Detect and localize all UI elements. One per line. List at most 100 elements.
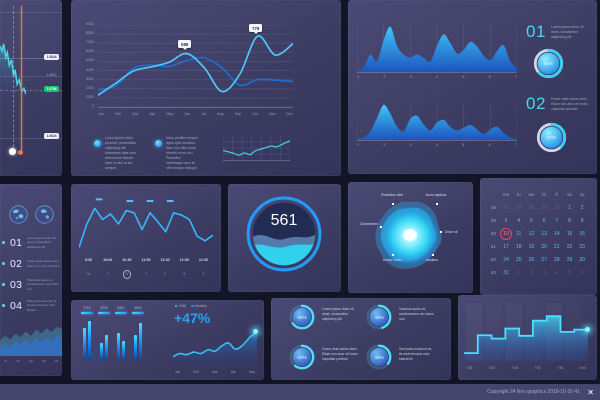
calendar-cell[interactable]: 30 — [579, 256, 585, 263]
calendar-cell[interactable]: 4 — [517, 217, 521, 224]
calendar-cell[interactable]: 24 — [503, 256, 509, 263]
calendar-cell[interactable]: 10 — [500, 227, 513, 240]
calendar-cell[interactable]: 4 — [555, 269, 559, 276]
x-tick-label: 8:00 — [579, 366, 586, 370]
calendar-cell[interactable]: th — [542, 191, 546, 197]
panel-donut: 561 — [228, 184, 341, 292]
panel-rings: 65% Lorem ipsum dolor sit amet, consecte… — [271, 298, 451, 380]
calendar-cell[interactable]: 3 — [504, 217, 508, 224]
calendar-cell[interactable]: 48 — [490, 204, 496, 210]
y-tick-label: 4000 — [86, 67, 94, 72]
calendar-cell[interactable]: we — [528, 191, 535, 197]
calendar-cell[interactable]: mo — [502, 191, 510, 197]
calendar-cell[interactable]: 28 — [528, 204, 535, 211]
list-item[interactable]: 01 Lorem ipsum dolor sit amet, consectet… — [0, 232, 62, 253]
x-tick-label: 6 — [488, 143, 491, 147]
calendar-cell[interactable]: 25 — [515, 256, 522, 263]
calendar-cell[interactable]: 26 — [528, 256, 535, 263]
calendar-cell[interactable]: 5 — [530, 217, 533, 224]
x-tick-label: 2 — [383, 75, 386, 79]
calendar-cell[interactable]: 21 — [554, 243, 560, 250]
calendar-cell[interactable]: 22 — [566, 243, 573, 250]
x-tick-label: 5 — [462, 75, 465, 79]
calendar-cell[interactable]: 29 — [566, 256, 573, 263]
calendar-cell[interactable]: 1 — [568, 204, 571, 211]
time-label: 11:00 — [141, 258, 151, 262]
calendar-cell[interactable]: 28 — [554, 256, 560, 263]
day-label: F — [164, 272, 167, 276]
gauge-percent-label: 37% — [546, 135, 557, 140]
calendar-cell[interactable]: 2 — [530, 269, 533, 276]
calendar-cell[interactable]: 26 — [503, 204, 509, 211]
x-tick[interactable]: 11:00 T — [136, 258, 155, 280]
growth-legend: 2018 Monthly — [175, 304, 207, 308]
marker-dot — [440, 231, 442, 233]
calendar-cell[interactable]: 17 — [503, 243, 509, 250]
calendar-cell[interactable]: 19 — [528, 243, 535, 250]
calendar-cell[interactable]: 50 — [490, 230, 496, 236]
calendar-cell[interactable]: 14 — [554, 230, 560, 237]
left-x-axis: 01 02 03 04 05 — [4, 359, 58, 363]
calendar-cell[interactable]: 7 — [555, 217, 559, 224]
growth-percent: +47% — [174, 310, 211, 326]
calendar-cell[interactable]: 18 — [515, 243, 522, 250]
calendar-cell[interactable]: 3 — [542, 269, 546, 276]
calendar-cell[interactable]: sa — [567, 191, 572, 197]
calendar-cell[interactable]: 12 — [528, 230, 535, 237]
x-tick[interactable]: 12:30 S — [194, 258, 213, 280]
calendar-cell[interactable]: 9 — [580, 217, 584, 224]
legend-label: 2018 — [178, 304, 187, 308]
x-tick-label: Jun — [184, 112, 191, 116]
y-tick-label: 3000 — [86, 76, 94, 81]
calendar-cell[interactable]: 20 — [541, 243, 547, 250]
list-item[interactable]: 04 Sed porta euismod mi, sit amet tempus… — [0, 295, 62, 316]
ring-text: Fusce vitae varius diam. Etiam non arcu … — [322, 347, 358, 361]
ring-percent-label: 45% — [374, 314, 384, 320]
x-tick[interactable]: 11:30 F — [156, 258, 175, 280]
calendar-cell[interactable]: 11 — [516, 230, 522, 237]
calendar-cell[interactable]: 6 — [542, 217, 546, 224]
calendar-cell[interactable]: 5 — [568, 269, 571, 276]
calendar-cell[interactable]: 16 — [579, 230, 585, 237]
legend-dot — [155, 140, 162, 147]
calendar-cell[interactable]: 31 — [503, 269, 509, 276]
calendar-cell[interactable]: 27 — [541, 256, 547, 263]
item-number: 01 — [526, 22, 546, 41]
calendar-cell[interactable]: 53 — [490, 269, 496, 275]
x-tick[interactable]: 10:30 W — [117, 258, 136, 280]
x-tick-label: Feb — [114, 112, 122, 116]
calendar-cell[interactable]: fr — [555, 191, 559, 197]
x-tick[interactable]: 10:00 T — [98, 258, 117, 280]
calendar-cell[interactable]: 29 — [541, 204, 547, 211]
x-tick-label: 3 — [409, 143, 412, 147]
calendar-cell[interactable]: 23 — [579, 243, 585, 250]
calendar-cell[interactable]: 13 — [541, 230, 547, 237]
calendar-cell[interactable]: 51 — [490, 243, 496, 249]
calendar-cell[interactable]: 8 — [568, 217, 571, 224]
x-tick-label: 1 — [357, 75, 359, 79]
calendar-cell[interactable]: 2 — [580, 204, 584, 211]
close-icon[interactable]: ✕ — [587, 387, 594, 397]
list-item[interactable]: 02 Fusce vitae varius diam. Etiam non ar… — [0, 253, 62, 274]
x-tick[interactable]: 12:00 S — [175, 258, 194, 280]
legend-item: 2018 — [175, 304, 186, 308]
handle-dot-orange[interactable] — [18, 150, 23, 155]
x-tick-label: 05 — [54, 359, 58, 363]
calendar-cell[interactable]: 49 — [490, 217, 496, 223]
price-label-active: 1.0786 — [44, 86, 59, 92]
calendar-cell[interactable]: tu — [516, 191, 521, 197]
calendar-cell[interactable]: 1 — [517, 269, 521, 276]
calendar-cell[interactable]: 30 — [554, 204, 560, 211]
x-tick[interactable]: 9:30 M — [79, 258, 98, 280]
handle-dot-white[interactable] — [9, 148, 16, 155]
list-item[interactable]: 03 Phasellus quam mi, condimentum nec la… — [0, 274, 62, 295]
progress-ring: 35% — [365, 343, 393, 371]
calendar-cell[interactable]: su — [579, 191, 585, 197]
calendar-cell[interactable] — [488, 190, 498, 200]
calendar-cell[interactable]: 6 — [580, 269, 584, 276]
calendar-cell[interactable]: 27 — [515, 204, 522, 211]
calendar-cell[interactable]: 15 — [566, 230, 573, 237]
calendar-cell[interactable]: 52 — [490, 256, 496, 262]
x-tick-label: 7 — [514, 143, 517, 147]
y-tick-label: 8000 — [86, 31, 94, 36]
